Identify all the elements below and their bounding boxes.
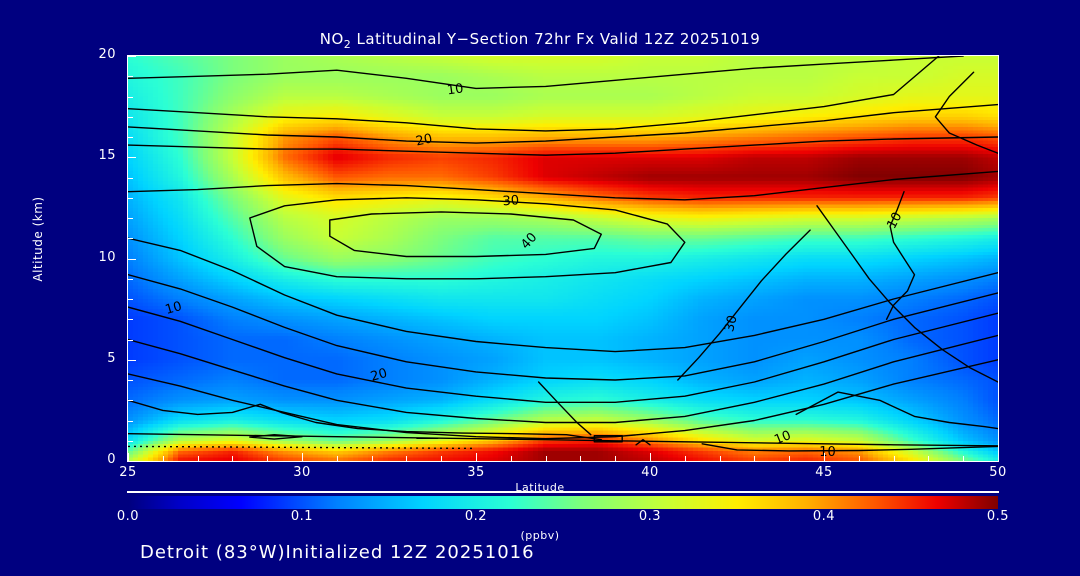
y-tick-minor [128,238,133,240]
y-tick-minor [128,278,133,280]
y-tick-major [128,56,136,57]
y-tick-label: 15 [76,148,116,163]
colorbar-tick-label: 0.2 [446,509,506,524]
y-tick-label: 5 [76,351,116,366]
x-tick-minor [545,456,547,461]
x-tick-major [128,453,129,461]
y-tick-label: 10 [76,250,116,265]
x-tick-minor [719,456,721,461]
x-tick-minor [267,456,269,461]
y-tick-major [128,258,136,260]
x-tick-minor [963,456,965,461]
colorbar-gradient [128,496,998,509]
colorbar-tick-label: 0.3 [620,509,680,524]
x-tick-minor [510,456,512,461]
x-tick-minor [197,456,199,461]
x-tick-label: 25 [98,465,158,480]
y-tick-major [128,359,136,361]
y-tick-minor [128,339,133,341]
title-subscript: 2 [344,38,352,51]
colorbar-tick-label: 0.5 [968,509,1028,524]
x-tick-major [302,453,303,461]
x-tick-label: 50 [968,465,1028,480]
field-raster [128,56,998,461]
x-tick-major [650,453,651,461]
y-tick-minor [128,299,133,300]
x-tick-minor [615,456,617,461]
y-tick-major [128,461,136,462]
x-tick-minor [371,456,373,461]
y-tick-major [128,157,136,159]
title-rest: Latitudinal Y−Section 72hr Fx Valid 12Z … [351,30,760,48]
x-tick-minor [858,456,860,461]
x-tick-minor [441,456,443,461]
x-tick-label: 30 [272,465,332,480]
x-tick-label: 40 [620,465,680,480]
x-axis-label: Latitude [0,481,1080,494]
x-tick-minor [754,456,756,461]
x-tick-minor [893,456,895,461]
chart-title: NO2 Latitudinal Y−Section 72hr Fx Valid … [0,30,1080,51]
y-tick-minor [128,177,133,179]
x-tick-minor [684,456,686,461]
y-tick-label: 0 [76,452,116,467]
x-tick-major [824,453,825,461]
colorbar-tick-label: 0.4 [794,509,854,524]
contour-lines [128,56,998,452]
y-tick-minor [128,76,133,78]
x-tick-label: 35 [446,465,506,480]
y-tick-minor [128,96,133,98]
x-tick-minor [580,456,582,461]
x-tick-minor [406,456,408,461]
colorbar[interactable] [128,496,998,509]
x-tick-minor [928,456,930,461]
colorbar-unit-label: (ppbv) [0,529,1080,542]
plot-area[interactable]: 10 20 30 40 10 20 10 30 10 10 [128,56,998,461]
footer-caption: Detroit (83°W)Initialized 12Z 20251016 [140,542,535,563]
x-tick-minor [232,456,234,461]
y-tick-minor [128,420,133,422]
x-tick-minor [336,456,338,461]
y-tick-minor [128,319,133,321]
title-prefix: NO [320,30,344,48]
x-tick-major [998,453,999,461]
x-tick-major [476,453,477,461]
x-tick-minor [162,456,164,461]
colorbar-tick-label: 0.0 [98,509,158,524]
y-axis-label: Altitude (km) [31,179,45,299]
y-tick-minor [128,116,133,118]
y-tick-minor [128,380,133,381]
x-tick-minor [789,456,791,461]
y-tick-minor [128,137,133,138]
y-tick-label: 20 [76,47,116,62]
y-tick-minor [128,197,133,199]
colorbar-tick-label: 0.1 [272,509,332,524]
y-tick-minor [128,218,133,219]
y-tick-minor [128,400,133,402]
x-tick-label: 45 [794,465,854,480]
y-tick-minor [128,440,133,442]
